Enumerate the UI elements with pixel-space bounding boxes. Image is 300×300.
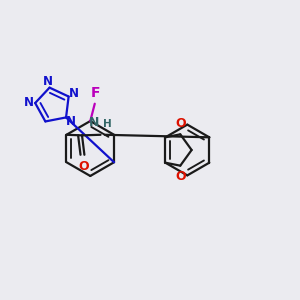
Text: H: H	[103, 119, 112, 129]
Text: N: N	[24, 96, 34, 109]
Text: F: F	[91, 86, 100, 100]
Text: O: O	[176, 170, 187, 184]
Text: N: N	[66, 115, 76, 128]
Text: N: N	[89, 116, 100, 129]
Text: N: N	[69, 87, 79, 100]
Text: O: O	[79, 160, 89, 173]
Text: N: N	[43, 75, 53, 88]
Text: O: O	[176, 116, 187, 130]
